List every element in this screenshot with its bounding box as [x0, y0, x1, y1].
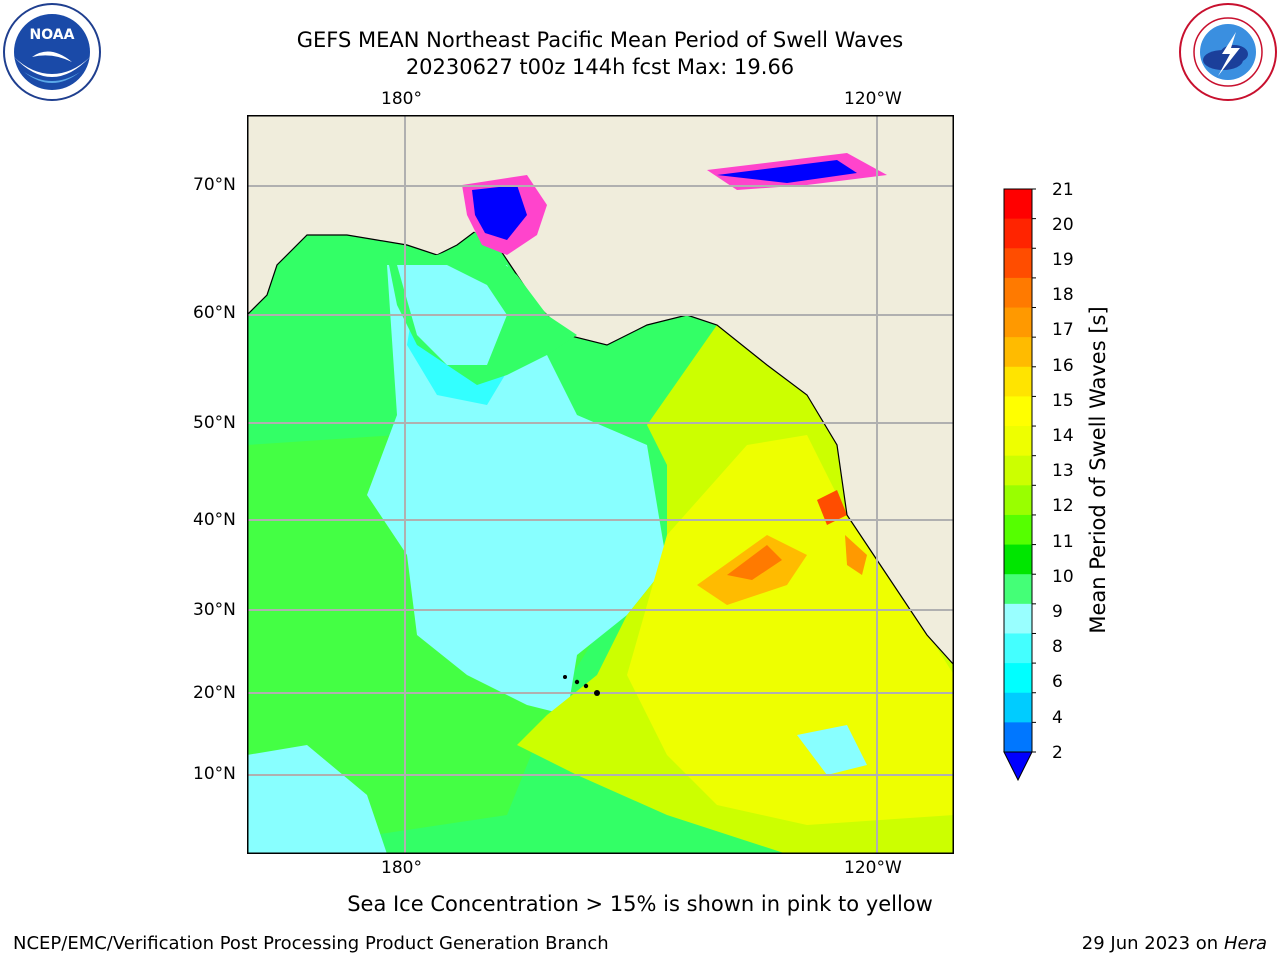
lon-label-top-180: 180°: [381, 89, 422, 109]
colorbar-tick-11: 11: [1052, 532, 1074, 552]
branch-credit: NCEP/EMC/Verification Post Processing Pr…: [13, 933, 609, 954]
lon-label-bottom-120w: 120°W: [844, 858, 902, 878]
colorbar: [1003, 188, 1036, 782]
colorbar-tick-17: 17: [1052, 320, 1074, 340]
gridlines: [247, 115, 954, 854]
hawaii-islands: [563, 675, 600, 696]
colorbar-tick-16: 16: [1052, 356, 1074, 376]
lat-label-60n: 60°N: [193, 303, 236, 323]
colorbar-band: [1004, 426, 1032, 457]
lat-label-20n: 20°N: [193, 683, 236, 703]
colorbar-tick-2: 2: [1052, 743, 1063, 763]
colorbar-tick-6: 6: [1052, 672, 1063, 692]
colorbar-label: Mean Period of Swell Waves [s]: [1086, 306, 1110, 634]
sea-ice-blue: [472, 185, 527, 240]
lat-label-50n: 50°N: [193, 413, 236, 433]
colorbar-tick-12: 12: [1052, 496, 1074, 516]
lat-label-70n: 70°N: [193, 175, 236, 195]
colorbar-band: [1004, 218, 1032, 249]
colorbar-extension: [1003, 751, 1033, 782]
colorbar-tick-15: 15: [1052, 391, 1074, 411]
machine-name: Hera: [1223, 933, 1267, 954]
noaa-logo-text: NOAA: [30, 27, 75, 43]
lat-label-40n: 40°N: [193, 510, 236, 530]
field-8s-sw: [247, 745, 387, 854]
colorbar-band: [1004, 337, 1032, 368]
sea-ice-note: Sea Ice Concentration > 15% is shown in …: [347, 892, 933, 916]
date-credit: 29 Jun 2023 on Hera: [1082, 933, 1267, 954]
colorbar-tick-14: 14: [1052, 426, 1074, 446]
swell-period-map: [247, 115, 954, 854]
sea-ice-blue-east: [717, 160, 857, 183]
colorbar-band: [1004, 692, 1032, 723]
lat-label-10n: 10°N: [193, 764, 236, 784]
colorbar-tick-9: 9: [1052, 602, 1063, 622]
colorbar-tick-18: 18: [1052, 285, 1074, 305]
colorbar-band: [1004, 663, 1032, 694]
colorbar-tick-4: 4: [1052, 708, 1063, 728]
colorbar-band: [1004, 603, 1032, 634]
lat-label-30n: 30°N: [193, 600, 236, 620]
colorbar-tick-10: 10: [1052, 567, 1074, 587]
field-17s: [845, 535, 867, 575]
colorbar-band: [1004, 189, 1032, 220]
field-8s-se: [797, 725, 867, 775]
colorbar-band: [1004, 366, 1032, 397]
colorbar-band: [1004, 307, 1032, 338]
colorbar-band: [1004, 455, 1032, 486]
map-frame: [247, 115, 954, 854]
colorbar-band: [1004, 633, 1032, 664]
colorbar-tick-19: 19: [1052, 250, 1074, 270]
field-13s: [627, 435, 954, 825]
colorbar-band: [1004, 485, 1032, 516]
noaa-logo-icon: NOAA: [3, 3, 101, 101]
colorbar-band: [1004, 544, 1032, 575]
colorbar-tick-13: 13: [1052, 461, 1074, 481]
nws-logo-icon: [1179, 3, 1277, 101]
page-title: GEFS MEAN Northeast Pacific Mean Period …: [296, 28, 904, 52]
colorbar-band: [1004, 248, 1032, 279]
colorbar-band: [1004, 514, 1032, 546]
colorbar-tick-8: 8: [1052, 637, 1063, 657]
lon-label-top-120w: 120°W: [844, 89, 902, 109]
field-18s: [727, 545, 782, 580]
page-subtitle: 20230627 t00z 144h fcst Max: 19.66: [405, 55, 795, 79]
field-19s: [817, 490, 847, 525]
colorbar-tick-21: 21: [1052, 180, 1074, 200]
colorbar-band: [1004, 396, 1032, 427]
colorbar-tick-20: 20: [1052, 215, 1074, 235]
colorbar-frame: [1003, 188, 1033, 753]
colorbar-band: [1004, 574, 1032, 605]
colorbar-band: [1004, 277, 1032, 309]
date-text: 29 Jun 2023 on: [1081, 933, 1219, 954]
colorbar-band: [1004, 722, 1032, 753]
lon-label-bottom-180: 180°: [381, 858, 422, 878]
